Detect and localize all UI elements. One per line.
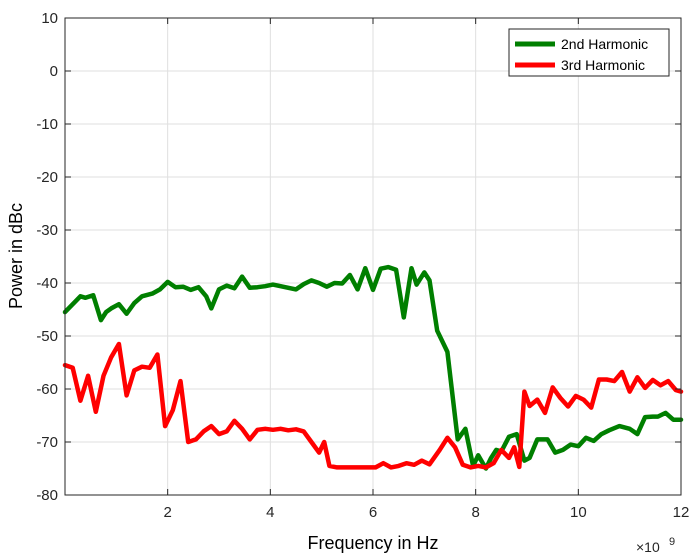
series-layer [62,264,684,471]
x-tick-label: 2 [163,504,171,521]
x-tick-labels: 2 4 6 8 10 12 [163,504,689,521]
y-tick-label: -30 [36,222,58,239]
y-tick-label: -10 [36,116,58,133]
x-tick-label: 6 [369,504,377,521]
y-tick-label: 0 [50,63,58,80]
y-tick-label: -20 [36,169,58,186]
x-tick-label: 4 [266,504,274,521]
legend-label-3rd-harmonic: 3rd Harmonic [561,57,645,73]
series-line-2nd-harmonic [62,264,684,471]
y-tick-label: -60 [36,381,58,398]
y-tick-label: -50 [36,328,58,345]
x-tick-label: 10 [570,504,587,521]
series-line-3rd-harmonic [62,341,684,470]
x-exponent-base: ×10 [636,539,660,555]
x-tick-label: 8 [471,504,479,521]
x-axis-label: Frequency in Hz [307,533,438,553]
x-exponent-label: ×10 9 [636,536,675,555]
legend-label-2nd-harmonic: 2nd Harmonic [561,36,648,52]
grid-lines [65,17,682,496]
legend: 2nd Harmonic 3rd Harmonic [508,28,670,77]
y-tick-label: -70 [36,434,58,451]
legend-box [508,28,670,77]
y-tick-label: -40 [36,275,58,292]
y-tick-label: 10 [41,10,58,27]
x-tick-label: 12 [673,504,690,521]
y-axis-label: Power in dBc [6,203,26,309]
x-exponent-power: 9 [669,536,675,548]
y-tick-labels: 10 0 -10 -20 -30 -40 -50 -60 -70 -80 [36,10,58,504]
y-tick-label: -80 [36,487,58,504]
axis-ticks [65,17,682,496]
